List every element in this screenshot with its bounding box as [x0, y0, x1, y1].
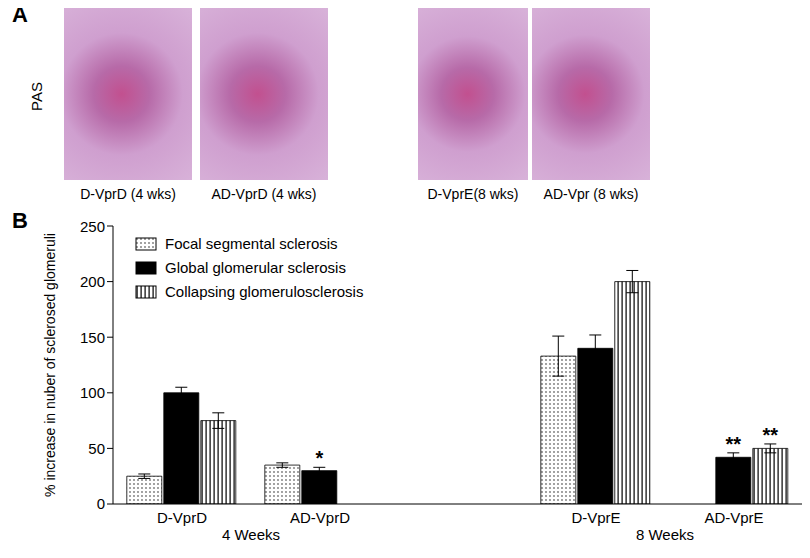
svg-text:150: 150 [80, 329, 105, 346]
html-text:AD-Vpr (8 wks): AD-Vpr (8 wks) [543, 186, 639, 202]
svg-text:50: 50 [88, 440, 105, 457]
svg-text:100: 100 [80, 384, 105, 401]
svg-text:*: * [315, 447, 323, 469]
svg-text:**: ** [763, 424, 779, 446]
svg-text:200: 200 [80, 273, 105, 290]
html-text:D-VprD (4 wks): D-VprD (4 wks) [80, 186, 176, 202]
html-text:D-VprE(8 wks): D-VprE(8 wks) [427, 186, 519, 202]
html-text:Global glomerular sclerosis: Global glomerular sclerosis [165, 259, 346, 276]
svg-text:0: 0 [97, 495, 105, 512]
html-text:A: A [12, 2, 28, 27]
svg-text:250: 250 [80, 218, 105, 235]
svg-text:AD-VprD: AD-VprD [290, 509, 350, 526]
svg-text:D-VprD: D-VprD [157, 509, 207, 526]
html-text:8 Weeks: 8 Weeks [636, 526, 694, 543]
html-text:4 Weeks: 4 Weeks [222, 526, 280, 543]
html-text:B: B [12, 208, 28, 233]
html-text:Collapsing glomerulosclerosis: Collapsing glomerulosclerosis [165, 283, 364, 300]
svg-text:D-VprE: D-VprE [571, 509, 620, 526]
svg-text:AD-VprE: AD-VprE [704, 509, 763, 526]
svg-text:% increase in nuber of scleros: % increase in nuber of sclerosed glomeru… [42, 233, 58, 497]
svg-text:**: ** [726, 433, 742, 455]
html-text:AD-VprD (4 wks): AD-VprD (4 wks) [211, 186, 317, 202]
html-text:Focal segmental sclerosis: Focal segmental sclerosis [165, 235, 338, 252]
html-text:PAS: PAS [28, 82, 45, 111]
